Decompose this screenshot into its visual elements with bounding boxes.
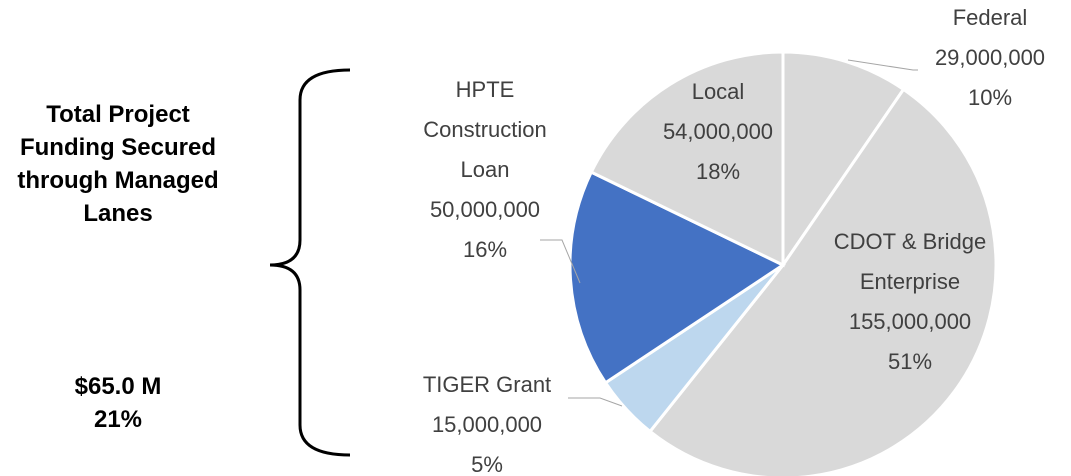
pie-slice — [647, 87, 998, 476]
value-label: 29,000,000 — [934, 45, 1046, 70]
percent-label: 5% — [471, 452, 503, 476]
value-label: 50,000,000 — [429, 197, 541, 222]
pie-slice — [781, 50, 906, 270]
slice-label: Federal 29,000,000 10% — [900, 0, 1071, 118]
pie-slice — [589, 50, 785, 268]
slice-label: TIGER Grant 15,000,000 5% — [397, 365, 577, 476]
leader-line — [540, 239, 581, 284]
category-name: TIGER Grant — [422, 372, 552, 397]
category-name: CDOT & Bridge Enterprise — [833, 229, 987, 294]
percent-label: 16% — [462, 237, 508, 262]
value-label: 54,000,000 — [662, 119, 774, 144]
brace — [269, 68, 351, 457]
category-name: HPTE Construction Loan — [423, 77, 547, 182]
slice-label: CDOT & Bridge Enterprise 155,000,000 51% — [815, 222, 1005, 382]
category-name: Federal — [952, 5, 1028, 30]
leader-line — [847, 59, 918, 71]
percent-label: 18% — [695, 159, 741, 184]
slice-label: HPTE Construction Loan 50,000,000 16% — [405, 70, 565, 270]
annotation-percent: 21% — [93, 406, 143, 433]
percent-label: 10% — [967, 85, 1013, 110]
percent-label: 51% — [887, 349, 933, 374]
leader-line — [568, 397, 623, 407]
slice-label: Local 54,000,000 18% — [628, 72, 808, 192]
annotation-amount: $65.0 M — [74, 373, 162, 400]
value-label: 15,000,000 — [431, 412, 543, 437]
pie-slice — [568, 170, 787, 385]
category-name: Local — [691, 79, 745, 104]
value-label: 155,000,000 — [848, 309, 972, 334]
annotation-text: Total Project Funding Secured through Ma… — [17, 101, 219, 227]
